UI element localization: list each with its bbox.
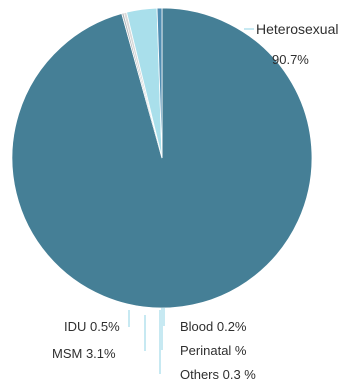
label-heterosexual-name: Heterosexual	[256, 21, 339, 37]
label-idu: IDU 0.5%	[64, 319, 120, 334]
pie-slice-heterosexual	[11, 7, 313, 309]
label-heterosexual-value: 90.7%	[272, 52, 309, 67]
label-msm: MSM 3.1%	[52, 346, 116, 361]
label-blood: Blood 0.2%	[180, 319, 247, 334]
pie-slice-idu	[156, 7, 163, 159]
label-perinatal: Perinatal %	[180, 343, 247, 358]
label-others: Others 0.3 %	[180, 367, 256, 382]
